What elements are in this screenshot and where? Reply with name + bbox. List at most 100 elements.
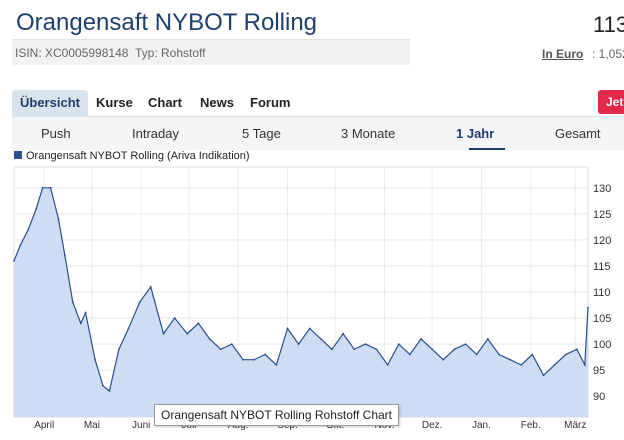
data-point — [275, 364, 278, 366]
legend-label: Orangensaft NYBOT Rolling (Ariva Indikat… — [26, 150, 250, 162]
chart-tooltip: Orangensaft NYBOT Rolling Rohstoff Chart — [154, 404, 399, 426]
data-point — [162, 332, 165, 335]
range-push[interactable]: Push — [41, 126, 71, 141]
tab-chart[interactable]: Chart — [148, 95, 182, 110]
x-tick-label: Feb. — [521, 420, 541, 431]
data-point — [397, 343, 400, 345]
data-point — [442, 358, 445, 361]
action-button[interactable]: Jet — [598, 90, 624, 114]
data-point — [13, 259, 15, 262]
active-range-indicator — [469, 148, 505, 150]
range-intraday[interactable]: Intraday — [132, 126, 179, 141]
data-point — [320, 338, 322, 340]
y-tick-label: 100 — [593, 339, 611, 351]
data-point — [409, 353, 411, 356]
data-point — [197, 322, 200, 325]
y-tick-label: 130 — [593, 183, 611, 195]
range-1-jahr[interactable]: 1 Jahr — [456, 126, 495, 141]
data-point — [486, 338, 489, 340]
page-title: Orangensaft NYBOT Rolling — [16, 9, 318, 36]
time-range-nav: Push Intraday 5 Tage 3 Monate 1 Jahr Ges… — [12, 116, 624, 150]
data-point — [386, 364, 389, 366]
data-point — [297, 343, 300, 345]
data-point — [35, 207, 38, 210]
isin-label: ISIN: XC0005998148 — [15, 46, 129, 60]
y-tick-label: 115 — [593, 261, 611, 273]
data-point — [79, 322, 82, 325]
data-point — [253, 358, 256, 361]
y-tick-label: 120 — [593, 235, 611, 247]
data-point — [242, 358, 244, 361]
x-tick-label: Jan. — [472, 420, 491, 431]
data-point — [41, 186, 44, 189]
legend-swatch — [14, 151, 22, 159]
chart-area — [13, 186, 589, 417]
y-tick-label: 105 — [593, 313, 611, 325]
data-point — [553, 364, 556, 366]
tab-news[interactable]: News — [200, 95, 234, 110]
type-label: Typ: Rohstoff — [135, 46, 206, 60]
y-tick-label: 95 — [593, 365, 605, 377]
data-point — [264, 353, 267, 356]
price-value: 113 — [593, 12, 624, 37]
meta-bar: ISIN: XC0005998148 Typ: Rohstoff — [12, 39, 410, 65]
data-point — [84, 311, 87, 314]
data-point — [57, 218, 60, 220]
data-point — [420, 338, 422, 340]
data-point — [583, 364, 586, 366]
data-point — [308, 327, 311, 330]
data-point — [331, 348, 333, 351]
x-tick-label: Mai — [84, 420, 100, 431]
data-point — [364, 343, 367, 345]
data-point — [353, 348, 356, 351]
data-point — [230, 343, 233, 345]
data-point — [64, 254, 66, 257]
euro-value: : 1,052( — [592, 47, 624, 61]
data-point — [19, 244, 22, 246]
data-point — [27, 228, 30, 231]
tab-kurse[interactable]: Kurse — [96, 95, 133, 110]
data-point — [520, 364, 523, 366]
euro-link[interactable]: In Euro — [542, 47, 584, 61]
range-5-tage[interactable]: 5 Tage — [242, 126, 281, 141]
x-tick-label: Dez. — [422, 420, 443, 431]
data-point — [71, 301, 74, 304]
data-point — [576, 348, 578, 351]
range-3-monate[interactable]: 3 Monate — [341, 126, 396, 141]
data-point — [138, 301, 141, 304]
y-tick-label: 125 — [593, 209, 611, 221]
data-point — [431, 348, 434, 351]
data-point — [475, 353, 478, 356]
data-point — [453, 348, 456, 351]
data-point — [186, 332, 189, 335]
data-point — [509, 358, 511, 361]
y-axis-ticks: 90 95 100 105 110 115 120 125 130 — [593, 183, 611, 403]
y-tick-label: 90 — [593, 391, 605, 403]
series-line — [13, 187, 589, 393]
data-point — [531, 353, 534, 356]
data-point — [208, 338, 211, 340]
data-point — [94, 358, 96, 361]
data-point — [375, 348, 378, 351]
data-point — [342, 332, 344, 335]
data-point — [219, 348, 222, 351]
tab-uebersicht[interactable]: Übersicht — [12, 90, 88, 116]
x-tick-label: April — [34, 420, 54, 431]
range-gesamt[interactable]: Gesamt — [555, 126, 601, 141]
data-point — [127, 327, 130, 330]
chart-legend: Orangensaft NYBOT Rolling (Ariva Indikat… — [14, 150, 250, 162]
data-point — [498, 353, 500, 356]
series-area-fill — [14, 187, 588, 417]
x-tick-label: Juni — [132, 420, 150, 431]
data-point — [542, 374, 545, 377]
data-point — [108, 390, 111, 392]
data-point — [149, 285, 152, 288]
tab-forum[interactable]: Forum — [250, 95, 291, 110]
data-point — [286, 327, 289, 330]
data-point — [464, 343, 467, 345]
data-point — [587, 306, 589, 309]
data-point — [49, 186, 52, 189]
data-point — [118, 348, 120, 351]
data-point — [564, 353, 567, 356]
